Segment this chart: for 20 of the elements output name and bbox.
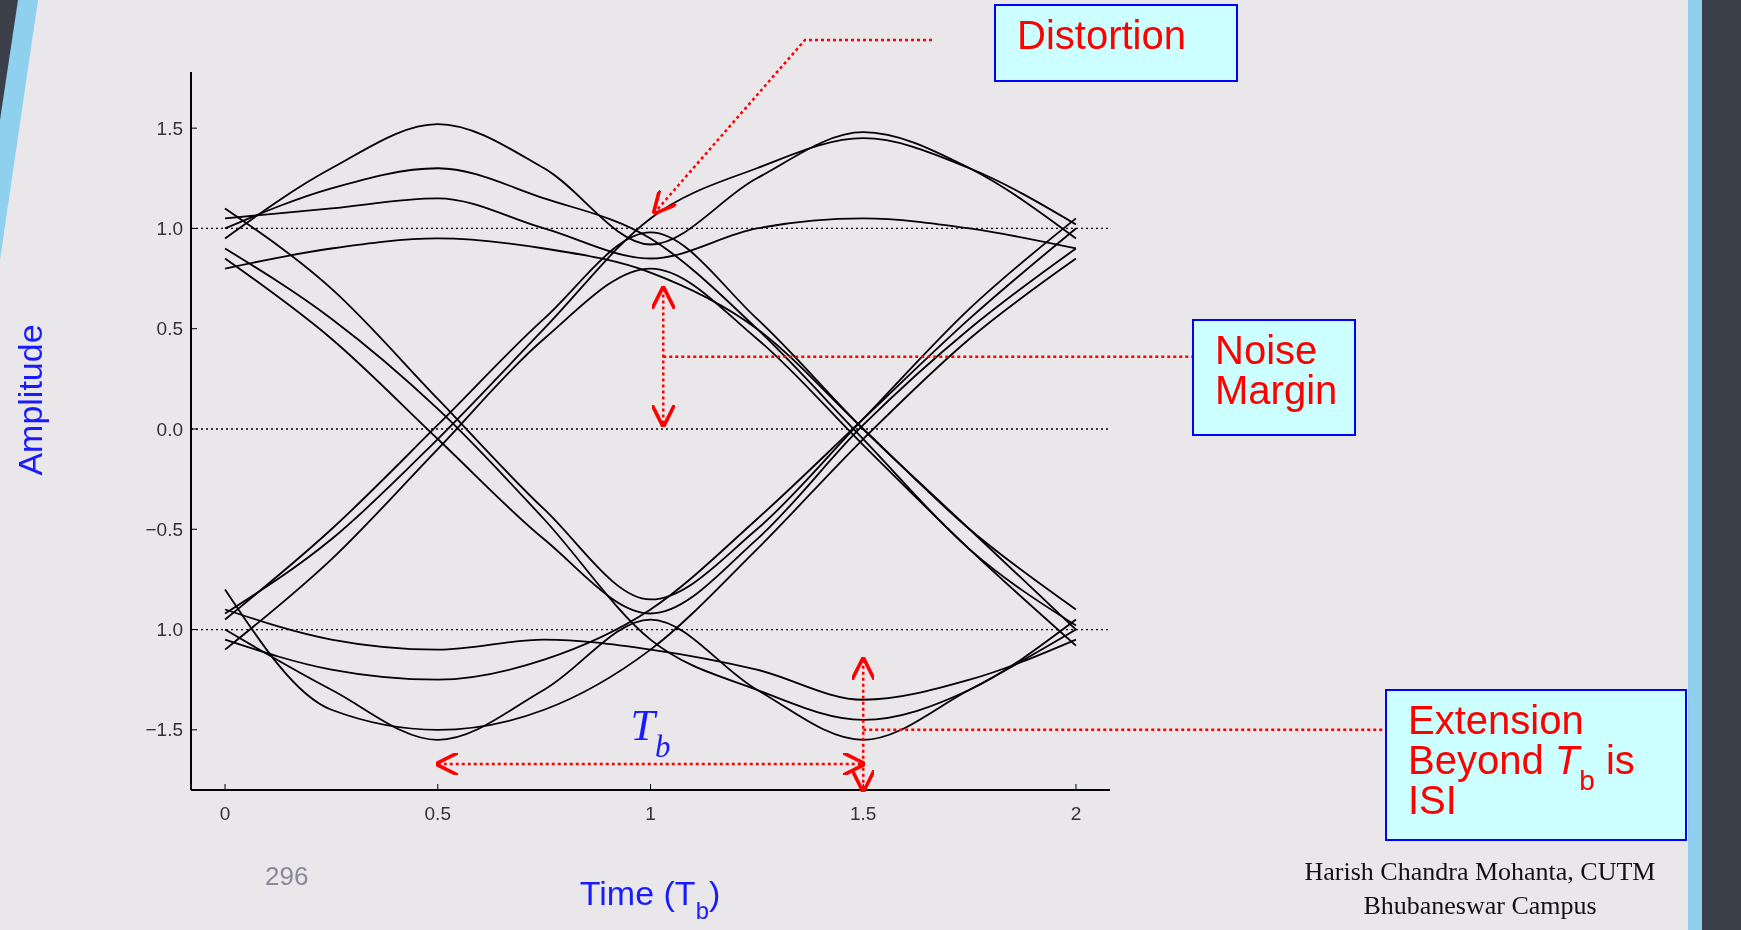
x-tick-label: 0.5 <box>424 803 451 824</box>
annotation: T$_{b}$ <box>630 700 671 764</box>
y-tick-label: 1.0 <box>156 218 183 240</box>
y-tick-label: −0.5 <box>145 518 183 540</box>
y-tick-label: 0.5 <box>156 318 183 340</box>
text: Distortion <box>1017 13 1186 57</box>
y-axis-title: Amplitude <box>11 324 49 476</box>
x-tick-label: 1 <box>645 803 656 824</box>
text: Extension Beyond T$_{b}$ is ISI <box>1408 698 1635 822</box>
text: 296 <box>265 861 309 891</box>
y-tick-label: 1.0 <box>156 619 183 641</box>
x-tick-label: 2 <box>1070 803 1082 824</box>
y-tick-label: 1.5 <box>156 117 183 139</box>
y-tick-label: −1.5 <box>145 719 183 741</box>
text: Harish Chandra Mohanta, CUTM Bhubaneswar Campus <box>1304 857 1656 920</box>
text: Noise Margin <box>1215 328 1338 412</box>
x-axis-title: Time (T$_{b}$) <box>579 874 721 924</box>
y-tick-label: 0.0 <box>156 418 183 440</box>
x-tick-label: 1.5 <box>850 803 877 824</box>
x-tick-label: 0 <box>219 803 231 824</box>
